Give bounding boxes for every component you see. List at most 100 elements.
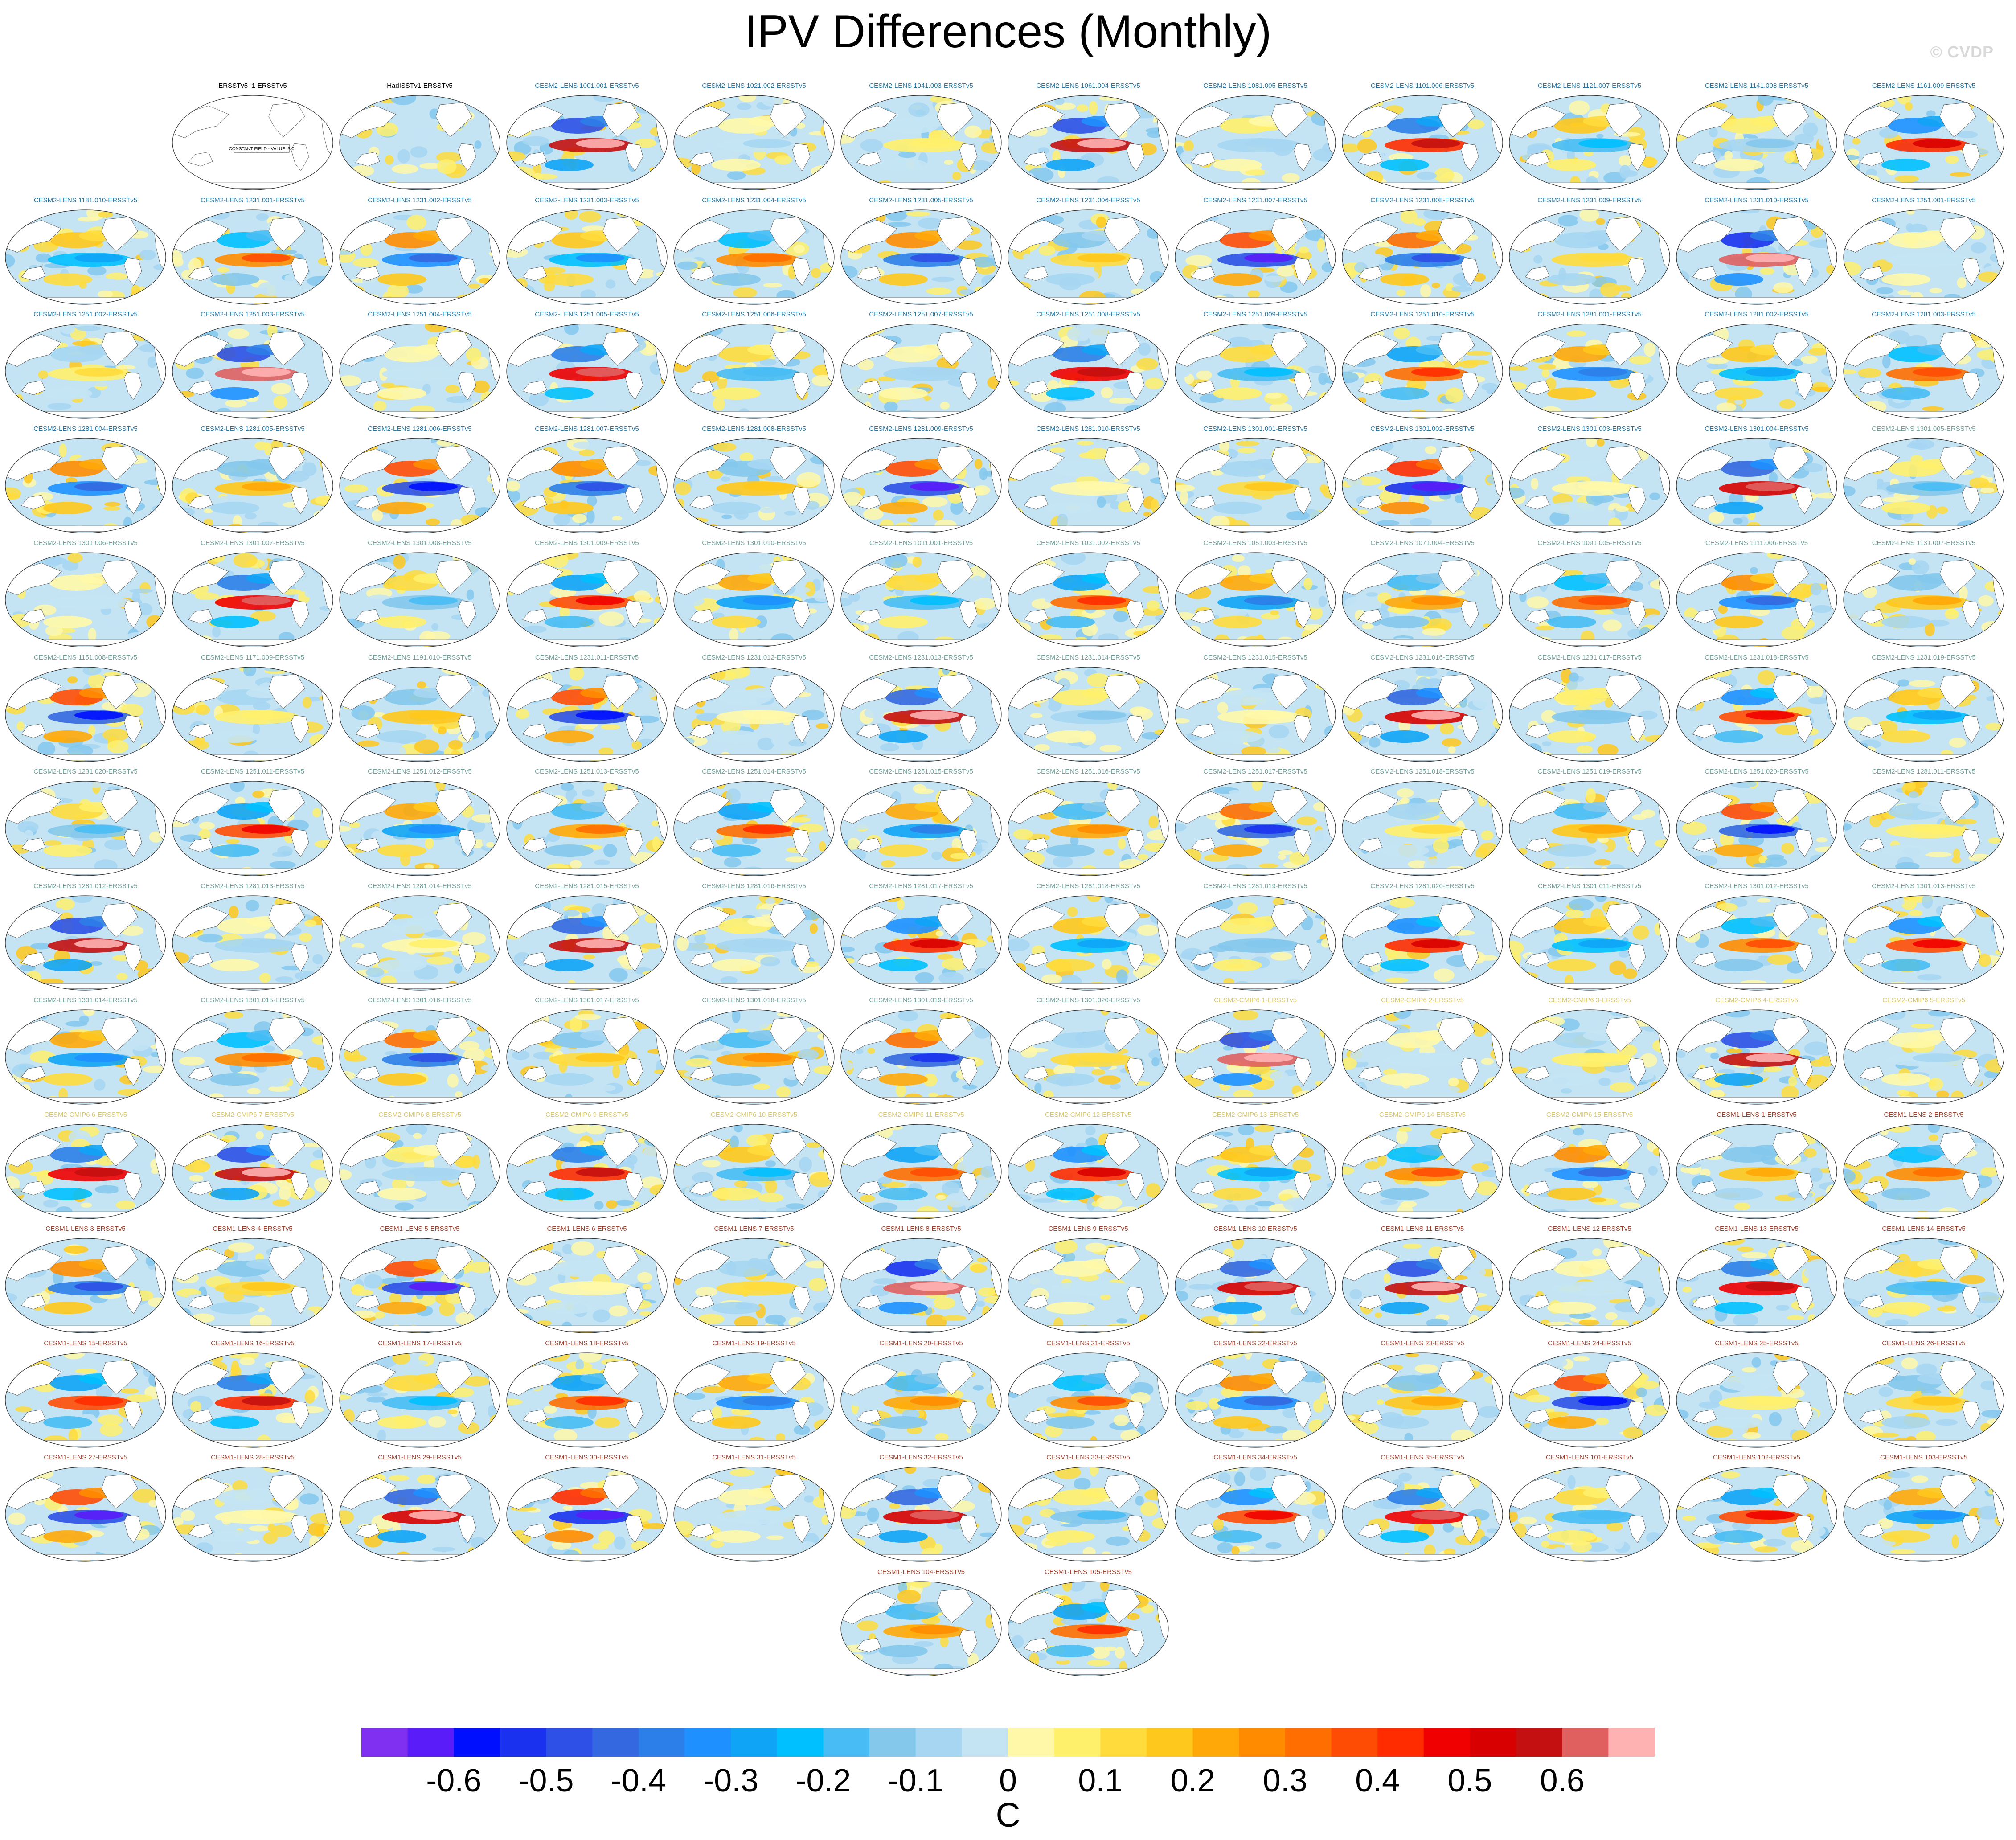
sst-difference-field [1676, 438, 1837, 533]
sst-difference-field [1844, 438, 2004, 533]
panel-title: CESM1-LENS 105-ERSSTv5 [1045, 1568, 1132, 1576]
sst-difference-field [1175, 781, 1336, 876]
map-svg [172, 552, 333, 647]
sst-difference-field [172, 1010, 333, 1104]
colorbar-swatch [1516, 1728, 1563, 1757]
colorbar-swatch [546, 1728, 593, 1757]
sst-difference-field [1008, 1353, 1168, 1447]
colorbar-swatch [823, 1728, 870, 1757]
sst-difference-field [1844, 553, 2004, 647]
map-svg [673, 895, 835, 991]
sst-difference-field [1342, 781, 1503, 876]
map-svg [840, 1352, 1002, 1448]
panel-title: CESM2-LENS 1281.001-ERSSTv5 [1537, 311, 1642, 318]
map-panel: CESM2-CMIP6 4-ERSSTv5 [1673, 996, 1840, 1108]
sst-difference-field [340, 781, 500, 876]
map-svg: CONSTANT FIELD - VALUE IS 0 [172, 95, 333, 190]
map-svg [339, 1124, 500, 1219]
map-panel: CESM1-LENS 27-ERSSTv5 [2, 1453, 169, 1565]
map-svg [339, 781, 500, 876]
sst-difference-field [5, 667, 166, 762]
map-panel: CESM2-LENS 1061.004-ERSSTv5 [1005, 82, 1172, 194]
panel-title: CESM2-LENS 1231.002-ERSSTv5 [368, 197, 472, 204]
map-svg [840, 1467, 1002, 1562]
sst-difference-field [1008, 1124, 1168, 1219]
map-panel: CESM2-LENS 1301.011-ERSSTv5 [1506, 882, 1673, 994]
panel-title: CESM2-LENS 1301.017-ERSSTv5 [535, 996, 639, 1004]
map-panel: CESM2-LENS 1281.011-ERSSTv5 [1840, 767, 2007, 880]
map-panel: CESM1-LENS 33-ERSSTv5 [1005, 1453, 1172, 1565]
colorbar-tick-label: -0.1 [888, 1763, 943, 1799]
colorbar-swatch [638, 1728, 685, 1757]
sst-difference-field [172, 210, 333, 304]
panel-title: CESM2-LENS 1061.004-ERSSTv5 [1036, 82, 1140, 90]
map-svg [506, 667, 668, 762]
panel-title: CESM2-LENS 1301.002-ERSSTv5 [1370, 425, 1475, 433]
panel-title: CESM1-LENS 18-ERSSTv5 [545, 1340, 629, 1347]
map-svg [673, 781, 835, 876]
sst-difference-field [1676, 1467, 1837, 1561]
map-panel: CESM2-CMIP6 12-ERSSTv5 [1005, 1111, 1172, 1223]
map-svg [172, 1124, 333, 1219]
sst-difference-field [1008, 553, 1168, 647]
map-panel: CESM1-LENS 18-ERSSTv5 [504, 1339, 670, 1451]
map-svg [673, 209, 835, 305]
sst-difference-field [1342, 553, 1503, 647]
map-panel: CESM1-LENS 17-ERSSTv5 [336, 1339, 503, 1451]
sst-difference-field [1008, 896, 1168, 990]
sst-difference-field [841, 210, 1001, 304]
panel-title: CESM2-LENS 1251.009-ERSSTv5 [1203, 311, 1307, 318]
sst-difference-field [5, 438, 166, 533]
map-svg [339, 324, 500, 419]
map-svg [1342, 1467, 1503, 1562]
map-panel: CESM1-LENS 35-ERSSTv5 [1339, 1453, 1506, 1565]
map-svg [339, 1352, 500, 1448]
panel-title: CESM1-LENS 17-ERSSTv5 [378, 1340, 462, 1347]
map-svg [1175, 1238, 1336, 1333]
map-svg [1008, 324, 1169, 419]
sst-difference-field [1175, 1467, 1336, 1561]
panel-title: CESM2-LENS 1301.016-ERSSTv5 [368, 996, 472, 1004]
map-svg [840, 552, 1002, 647]
colorbar-swatch [731, 1728, 778, 1757]
sst-difference-field [1175, 210, 1336, 304]
sst-difference-field [507, 210, 667, 304]
sst-difference-field [841, 1353, 1001, 1447]
panel-title: CESM2-LENS 1281.008-ERSSTv5 [702, 425, 806, 433]
panel-title: CESM2-LENS 1281.004-ERSSTv5 [33, 425, 138, 433]
map-svg [840, 1009, 1002, 1105]
panel-title: CESM2-LENS 1251.011-ERSSTv5 [201, 768, 305, 775]
map-panel: CESM1-LENS 32-ERSSTv5 [838, 1453, 1004, 1565]
map-panel: CESM1-LENS 13-ERSSTv5 [1673, 1225, 1840, 1337]
sst-difference-field [1008, 210, 1168, 304]
map-svg [506, 1467, 668, 1562]
map-svg [1342, 324, 1503, 419]
panel-title: CESM1-LENS 24-ERSSTv5 [1548, 1340, 1631, 1347]
map-panel: CESM2-LENS 1231.015-ERSSTv5 [1172, 653, 1339, 766]
map-panel: ERSSTv5_1-ERSSTv5 CONSTANT FIELD - VALUE … [169, 82, 336, 194]
sst-difference-field [1509, 438, 1670, 533]
panel-title: CESM2-LENS 1091.005-ERSSTv5 [1537, 539, 1642, 547]
panel-title: ERSSTv5_1-ERSSTv5 [218, 82, 287, 90]
map-panel: CESM2-LENS 1231.005-ERSSTv5 [838, 196, 1004, 308]
sst-difference-field [172, 896, 333, 990]
panel-title: CESM1-LENS 4-ERSSTv5 [213, 1225, 293, 1233]
map-panel: CESM2-CMIP6 7-ERSSTv5 [169, 1111, 336, 1223]
panel-title: CESM2-LENS 1151.008-ERSSTv5 [33, 654, 138, 661]
constant-field-note: CONSTANT FIELD - VALUE IS 0 [229, 147, 295, 152]
cvdp-watermark: © CVDP [1930, 43, 1994, 61]
panel-title: CESM2-LENS 1041.003-ERSSTv5 [869, 82, 973, 90]
map-svg [1843, 438, 2004, 533]
panel-title: CESM2-LENS 1301.009-ERSSTv5 [535, 539, 639, 547]
panel-title: CESM2-CMIP6 13-ERSSTv5 [1212, 1111, 1299, 1119]
map-panel: CESM2-LENS 1301.014-ERSSTv5 [2, 996, 169, 1108]
map-panel: CESM2-LENS 1281.020-ERSSTv5 [1339, 882, 1506, 994]
map-panel: CESM2-CMIP6 3-ERSSTv5 [1506, 996, 1673, 1108]
sst-difference-field [674, 781, 834, 876]
sst-difference-field [841, 896, 1001, 990]
panel-title: CESM2-LENS 1281.011-ERSSTv5 [1872, 768, 1976, 775]
map-panel: CESM1-LENS 8-ERSSTv5 [838, 1225, 1004, 1337]
map-svg [172, 667, 333, 762]
panel-title: CESM2-LENS 1301.006-ERSSTv5 [33, 539, 138, 547]
sst-difference-field [1676, 781, 1837, 876]
